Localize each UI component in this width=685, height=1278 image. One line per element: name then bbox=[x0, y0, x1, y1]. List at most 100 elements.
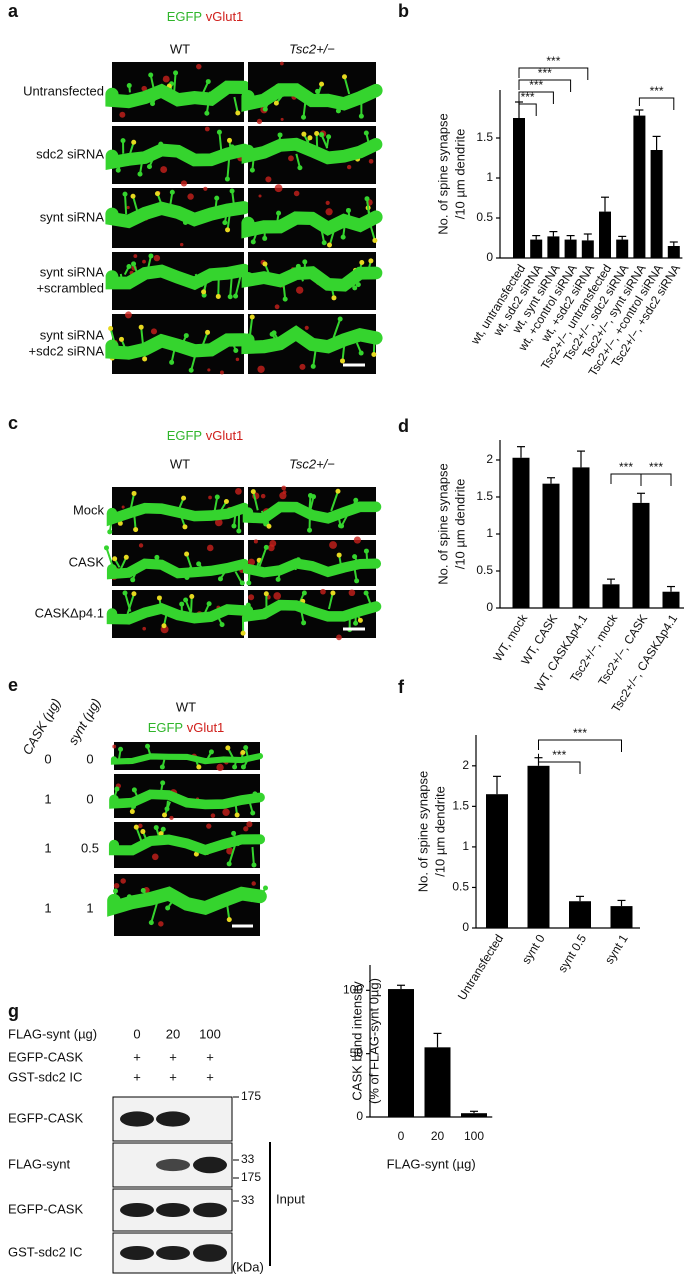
bar bbox=[602, 584, 620, 608]
spine-head bbox=[263, 591, 269, 597]
vglut-puncta bbox=[336, 634, 342, 641]
vglut-puncta bbox=[204, 126, 210, 132]
vglut-puncta bbox=[368, 158, 374, 164]
row-label: synt siRNA bbox=[40, 327, 105, 342]
spine-head bbox=[148, 72, 154, 78]
row-label: CASKΔp4.1 bbox=[35, 605, 104, 620]
spine-head bbox=[307, 527, 313, 533]
y-tick-label: 50 bbox=[350, 1046, 364, 1060]
spine-head bbox=[193, 851, 199, 857]
x-axis-label: FLAG-synt (µg) bbox=[387, 1156, 476, 1171]
bar bbox=[527, 765, 550, 928]
vglut-puncta bbox=[273, 592, 281, 600]
spine-head bbox=[340, 358, 346, 364]
spine-head bbox=[331, 295, 337, 301]
spine-head bbox=[363, 130, 369, 136]
vglut-puncta bbox=[329, 541, 337, 549]
spine-head bbox=[184, 551, 190, 557]
spine bbox=[190, 596, 193, 612]
spine-head bbox=[340, 234, 346, 240]
spine-head bbox=[108, 326, 114, 332]
blot-band bbox=[193, 1156, 227, 1174]
stain-legend: EGFP vGlut1 bbox=[148, 720, 225, 735]
spine-head bbox=[216, 129, 222, 135]
input-label: Input bbox=[276, 1191, 305, 1206]
mw-marker: 175 bbox=[241, 1089, 261, 1103]
spine-head bbox=[326, 134, 332, 140]
spine-head bbox=[160, 780, 166, 786]
bar bbox=[569, 901, 591, 928]
spine-head bbox=[115, 167, 121, 173]
column-header: CASK (µg) bbox=[19, 696, 63, 758]
spine bbox=[173, 72, 177, 93]
spine-head bbox=[232, 764, 238, 770]
spine-head bbox=[103, 545, 109, 551]
y-axis-label: CASK band intensity bbox=[349, 981, 364, 1101]
vglut-puncta bbox=[279, 61, 284, 66]
spine-head bbox=[301, 131, 307, 137]
spine-head bbox=[352, 285, 358, 291]
micrograph bbox=[103, 540, 250, 586]
dendrite bbox=[241, 266, 383, 292]
bar bbox=[486, 794, 508, 928]
spine bbox=[233, 96, 239, 114]
vglut-puncta bbox=[299, 363, 306, 370]
mw-marker: 33 bbox=[241, 1193, 255, 1207]
spine-head bbox=[204, 110, 210, 116]
significance-label: *** bbox=[538, 66, 552, 80]
y-tick-label: 0 bbox=[356, 1109, 363, 1123]
vglut-puncta bbox=[346, 164, 352, 170]
y-tick-label: 0 bbox=[462, 920, 469, 934]
spine-head bbox=[352, 554, 358, 560]
spine-head bbox=[310, 363, 316, 369]
vglut-puncta bbox=[222, 808, 230, 816]
dendrite bbox=[106, 502, 250, 527]
y-tick-label: 2 bbox=[462, 758, 469, 772]
spine-head bbox=[214, 494, 220, 500]
y-axis-label: No. of spine synapse bbox=[435, 463, 450, 584]
condition-mark: + bbox=[206, 1049, 214, 1064]
spine bbox=[332, 318, 342, 339]
vglut-puncta bbox=[119, 111, 126, 118]
spine-head bbox=[118, 336, 124, 342]
spine-head bbox=[140, 829, 146, 835]
vglut-puncta bbox=[203, 186, 208, 191]
vglut-puncta bbox=[256, 118, 263, 125]
spine-head bbox=[223, 498, 229, 504]
bar bbox=[650, 150, 663, 258]
blot-band bbox=[120, 1111, 154, 1127]
spine bbox=[124, 194, 128, 215]
vglut-puncta bbox=[160, 166, 168, 173]
y-axis-label: (% of FLAG-synt 0µg) bbox=[366, 978, 381, 1104]
significance-label: *** bbox=[649, 460, 663, 474]
vglut-puncta bbox=[248, 594, 255, 601]
spine bbox=[185, 553, 193, 571]
stain-egfp: EGFP bbox=[167, 9, 202, 24]
dose-header: FLAG-synt (µg) bbox=[8, 1026, 97, 1041]
vglut-puncta bbox=[153, 254, 161, 262]
spine-head bbox=[156, 595, 162, 601]
y-tick-label: 1.5 bbox=[476, 130, 493, 144]
vglut-puncta bbox=[348, 589, 356, 597]
error-bar bbox=[617, 899, 626, 907]
bar-chart: 0 0.5 1 1.5 2 No. of spine synapse/10 µm dend… bbox=[435, 440, 684, 715]
condition-label: EGFP-CASK bbox=[8, 1049, 83, 1064]
spine-head bbox=[250, 489, 256, 495]
spine-head bbox=[236, 528, 242, 534]
error-bar bbox=[566, 235, 575, 240]
spine-head bbox=[231, 830, 237, 836]
condition-mark: + bbox=[133, 1069, 141, 1084]
dose: 0 bbox=[86, 751, 93, 766]
vglut-puncta bbox=[142, 626, 147, 631]
vglut-puncta bbox=[216, 763, 224, 772]
spine bbox=[229, 278, 233, 297]
spine bbox=[228, 845, 236, 865]
spine-head bbox=[231, 523, 237, 529]
error-bar bbox=[669, 241, 678, 246]
micrograph bbox=[108, 821, 266, 868]
column-header: synt (µg) bbox=[65, 696, 103, 748]
spine-head bbox=[225, 745, 231, 751]
significance-bracket bbox=[610, 473, 642, 486]
micrograph bbox=[241, 126, 383, 184]
spine-head bbox=[263, 544, 269, 550]
